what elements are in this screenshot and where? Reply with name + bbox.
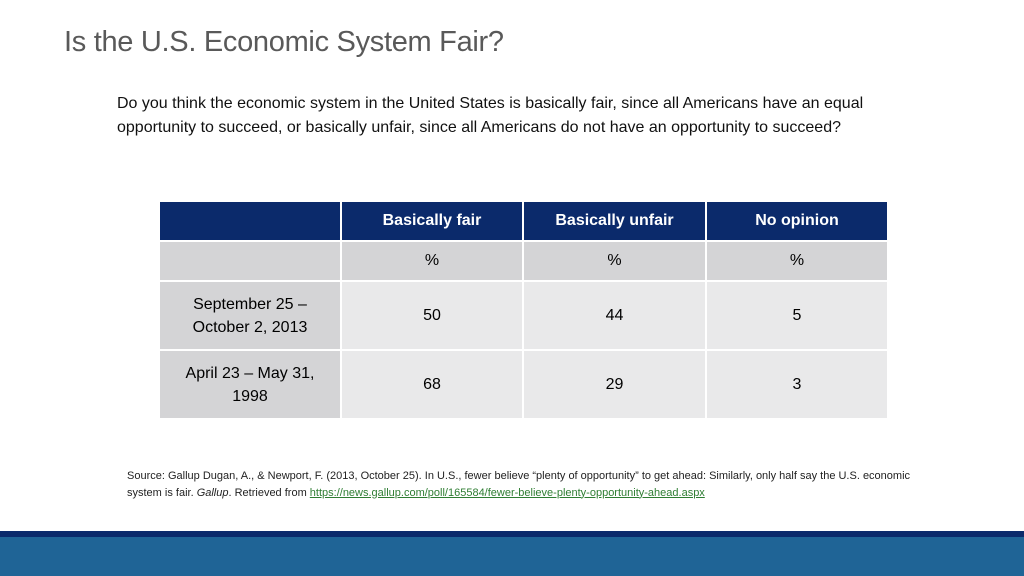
survey-question: Do you think the economic system in the … xyxy=(117,95,864,136)
poll-results-table: Basically fair Basically unfair No opini… xyxy=(158,200,889,420)
footer-divider xyxy=(0,531,1024,537)
column-header-basically-unfair: Basically unfair xyxy=(522,200,707,242)
units-cell-label xyxy=(158,240,342,282)
source-retrieved: . Retrieved from xyxy=(228,486,310,499)
row-label-1998: April 23 – May 31, 1998 xyxy=(158,349,342,420)
page-title: Is the U.S. Economic System Fair? xyxy=(64,26,504,58)
column-header-no-opinion: No opinion xyxy=(705,200,889,242)
units-cell-no-opinion: % xyxy=(705,240,889,282)
table-row: April 23 – May 31, 1998 68 29 3 xyxy=(158,349,889,420)
source-citation: Source: Gallup Dugan, A., & Newport, F. … xyxy=(127,468,927,501)
value-no-opinion-1998: 3 xyxy=(705,349,889,420)
source-text: Source: Gallup Dugan, A., & Newport, F. … xyxy=(127,470,911,499)
units-row: % % % xyxy=(158,240,889,282)
column-header-label xyxy=(158,200,342,242)
table-row: September 25 – October 2, 2013 50 44 5 xyxy=(158,280,889,351)
value-unfair-2013: 44 xyxy=(522,280,707,351)
source-journal: Gallup xyxy=(196,486,229,499)
column-header-basically-fair: Basically fair xyxy=(340,200,524,242)
value-unfair-1998: 29 xyxy=(522,349,707,420)
row-label-2013: September 25 – October 2, 2013 xyxy=(158,280,342,351)
value-fair-1998: 68 xyxy=(340,349,524,420)
source-link[interactable]: https://news.gallup.com/poll/165584/fewe… xyxy=(309,486,705,499)
value-no-opinion-2013: 5 xyxy=(705,280,889,351)
units-cell-fair: % xyxy=(340,240,524,282)
table-header-row: Basically fair Basically unfair No opini… xyxy=(158,200,889,242)
footer-band xyxy=(0,537,1024,576)
value-fair-2013: 50 xyxy=(340,280,524,351)
units-cell-unfair: % xyxy=(522,240,707,282)
